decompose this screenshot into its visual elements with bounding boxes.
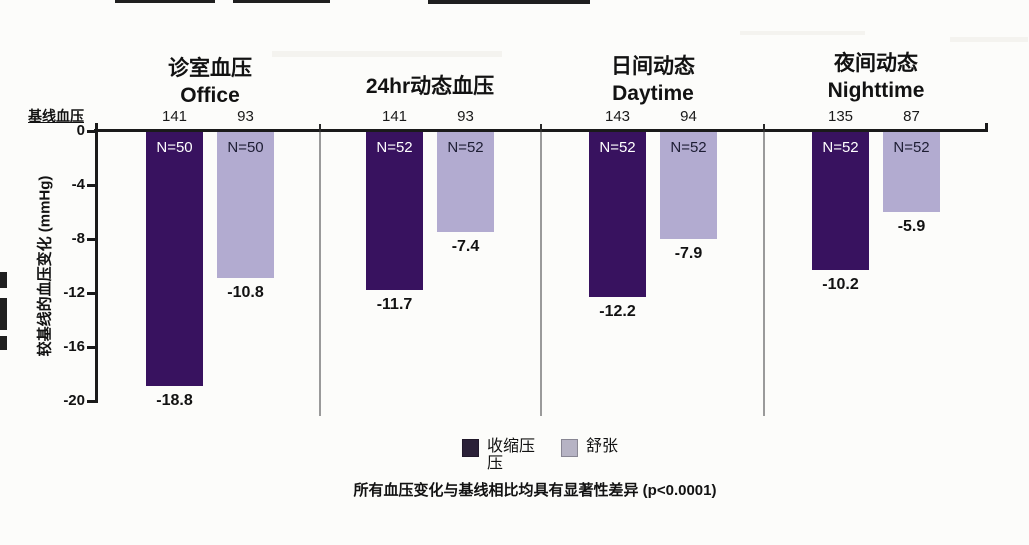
divider-tick	[319, 124, 321, 133]
bar-systolic	[366, 132, 423, 290]
bar-diastolic	[437, 132, 494, 232]
baseline-value: 141	[381, 108, 408, 125]
change-value-label: -7.9	[674, 244, 703, 262]
bar-systolic	[589, 132, 646, 297]
legend: 收缩压压 舒张	[461, 438, 618, 472]
cropped-text-fragment	[428, 0, 590, 4]
change-value-label: -11.7	[376, 295, 413, 313]
y-tick-label: -8	[71, 230, 85, 247]
change-value-label: -10.2	[822, 275, 859, 293]
divider-tick	[763, 124, 765, 133]
change-value-label: -10.8	[227, 283, 264, 301]
group-title-zh: 夜间动态	[834, 52, 918, 75]
legend-swatch-diastolic	[561, 439, 578, 457]
scan-smudge	[272, 51, 502, 57]
legend-label-line: 收缩压	[486, 438, 535, 455]
legend-item: 舒张	[561, 438, 618, 457]
y-axis-line	[95, 123, 98, 403]
baseline-value: 94	[680, 108, 697, 125]
n-count-label: N=52	[447, 139, 484, 156]
legend-swatch-systolic	[461, 439, 479, 457]
baseline-value: 141	[161, 108, 188, 125]
n-count-label: N=50	[227, 139, 264, 156]
group-divider-line	[319, 132, 321, 416]
group-divider-line	[540, 132, 542, 416]
baseline-value: 87	[903, 108, 920, 125]
y-axis-title: 较基线的血压变化 (mmHg)	[36, 175, 54, 357]
baseline-bp-row-label: 基线血压	[28, 108, 84, 124]
group-title-en: Daytime	[612, 82, 694, 105]
legend-label: 舒张	[586, 438, 618, 455]
y-tick-label: -4	[71, 176, 85, 193]
baseline-value: 135	[827, 108, 854, 125]
n-count-label: N=52	[670, 139, 707, 156]
group-title-zh: 日间动态	[611, 55, 695, 78]
group-title-en: Nighttime	[827, 79, 925, 102]
cropped-text-fragment	[115, 0, 215, 3]
y-tick-mark	[87, 238, 96, 241]
legend-label-line: 舒张	[586, 438, 619, 455]
y-tick-label: -20	[63, 392, 85, 409]
bar-systolic	[146, 132, 203, 386]
change-value-label: -7.4	[451, 237, 480, 255]
scan-smudge	[950, 37, 1028, 42]
change-value-label: -18.8	[156, 391, 193, 409]
scan-smudge	[740, 31, 865, 35]
x-axis-end-tick	[985, 123, 988, 132]
y-tick-mark	[87, 400, 96, 403]
cropped-text-fragment	[233, 0, 330, 3]
cropped-text-fragment	[0, 298, 7, 330]
legend-label: 收缩压压	[487, 438, 535, 472]
significance-footnote: 所有血压变化与基线相比均具有显著性差异 (p<0.0001)	[353, 482, 717, 499]
y-tick-label: -16	[63, 338, 85, 355]
cropped-text-fragment	[0, 336, 7, 350]
group-title-en: Office	[180, 84, 240, 107]
n-count-label: N=50	[156, 139, 193, 156]
bar-diastolic	[660, 132, 717, 239]
change-value-label: -12.2	[599, 302, 636, 320]
group-title-zh: 诊室血压	[168, 57, 252, 80]
group-title-zh: 24hr动态血压	[365, 75, 495, 98]
legend-item: 收缩压压	[461, 438, 535, 472]
group-divider-line	[763, 132, 765, 416]
bar-diastolic	[883, 132, 940, 212]
n-count-label: N=52	[599, 139, 636, 156]
bar-systolic	[812, 132, 869, 270]
n-count-label: N=52	[376, 139, 413, 156]
cropped-text-fragment	[0, 272, 7, 288]
bar-diastolic	[217, 132, 274, 278]
y-tick-mark	[87, 130, 96, 133]
n-count-label: N=52	[893, 139, 930, 156]
legend-label-line: 压	[486, 455, 503, 472]
change-value-label: -5.9	[897, 217, 926, 235]
y-tick-label: -12	[63, 284, 85, 301]
baseline-value: 93	[237, 108, 254, 125]
divider-tick	[540, 124, 542, 133]
baseline-value: 143	[604, 108, 631, 125]
y-tick-mark	[87, 292, 96, 295]
y-tick-mark	[87, 346, 96, 349]
n-count-label: N=52	[822, 139, 859, 156]
y-tick-label: 0	[76, 122, 85, 139]
y-tick-mark	[87, 184, 96, 187]
baseline-value: 93	[457, 108, 474, 125]
